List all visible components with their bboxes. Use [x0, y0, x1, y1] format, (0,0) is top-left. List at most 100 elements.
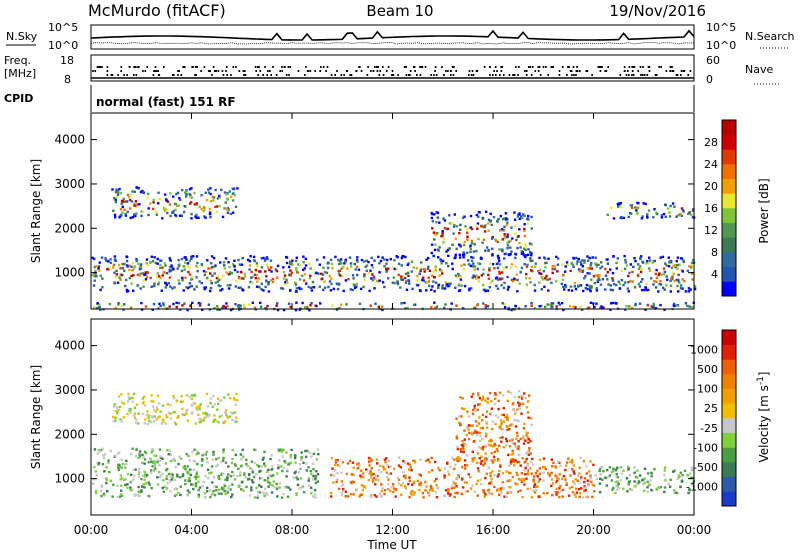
- heatmap-cell: [251, 468, 254, 472]
- heatmap-cell: [584, 488, 587, 492]
- heatmap-cell: [179, 476, 182, 479]
- heatmap-cell: [485, 432, 488, 436]
- heatmap-cell: [445, 250, 448, 253]
- heatmap-cell: [168, 479, 171, 482]
- heatmap-cell: [169, 269, 173, 272]
- heatmap-cell: [351, 461, 355, 464]
- heatmap-cell: [634, 302, 637, 306]
- freq-mark: [133, 74, 135, 76]
- heatmap-cell: [178, 214, 182, 217]
- heatmap-cell: [126, 473, 130, 476]
- heatmap-cell: [635, 209, 638, 212]
- heatmap-cell: [658, 282, 661, 286]
- heatmap-cell: [536, 475, 539, 478]
- heatmap-cell: [628, 271, 631, 275]
- heatmap-cell: [485, 415, 488, 418]
- heatmap-cell: [413, 480, 416, 483]
- heatmap-cell: [476, 434, 479, 437]
- heatmap-cell: [529, 281, 532, 284]
- heatmap-cell: [416, 279, 419, 282]
- heatmap-cell: [117, 302, 120, 305]
- heatmap-cell: [167, 453, 170, 456]
- heatmap-cell: [488, 440, 491, 443]
- heatmap-cell: [556, 491, 559, 494]
- heatmap-cell: [675, 215, 678, 218]
- heatmap-cell: [265, 263, 269, 266]
- heatmap-cell: [448, 214, 451, 217]
- heatmap-cell: [184, 256, 187, 259]
- heatmap-cell: [484, 304, 487, 307]
- heatmap-cell: [345, 472, 348, 476]
- heatmap-cell: [663, 466, 667, 469]
- heatmap-cell: [237, 306, 241, 309]
- freq-mark: [217, 70, 220, 72]
- heatmap-cell: [308, 309, 311, 312]
- heatmap-cell: [589, 290, 592, 293]
- freq-mark: [391, 70, 394, 72]
- heatmap-cell: [655, 268, 658, 272]
- freq-mark: [346, 70, 348, 72]
- heatmap-cell: [639, 474, 642, 477]
- freq-mark: [392, 74, 395, 76]
- heatmap-cell: [523, 479, 526, 482]
- heatmap-cell: [308, 262, 311, 265]
- heatmap-cell: [124, 466, 127, 469]
- freq-mark: [196, 66, 198, 68]
- freq-mark: [643, 74, 646, 76]
- heatmap-cell: [625, 305, 628, 308]
- heatmap-cell: [681, 278, 684, 281]
- heatmap-cell: [156, 272, 159, 275]
- heatmap-cell: [211, 458, 214, 461]
- heatmap-cell: [679, 284, 683, 287]
- heatmap-cell: [356, 260, 359, 263]
- heatmap-cell: [210, 282, 213, 285]
- heatmap-cell: [469, 475, 472, 479]
- heatmap-cell: [360, 258, 364, 262]
- heatmap-cell: [404, 255, 407, 259]
- heatmap-cell: [165, 477, 168, 481]
- freq-mark: [676, 74, 679, 76]
- heatmap-cell: [264, 464, 267, 468]
- heatmap-cell: [690, 266, 693, 269]
- heatmap-cell: [300, 451, 303, 454]
- heatmap-cell: [391, 482, 395, 486]
- freq-mark: [468, 70, 471, 72]
- heatmap-cell: [176, 475, 179, 478]
- heatmap-cell: [455, 436, 459, 440]
- heatmap-cell: [226, 284, 229, 287]
- heatmap-cell: [222, 456, 225, 460]
- heatmap-cell: [535, 488, 538, 492]
- heatmap-cell: [520, 397, 524, 400]
- heatmap-cell: [178, 196, 181, 200]
- heatmap-cell: [463, 438, 466, 441]
- heatmap-cell: [397, 262, 401, 266]
- heatmap-cell: [437, 283, 441, 287]
- heatmap-cell: [551, 482, 555, 485]
- heatmap-cell: [344, 495, 347, 498]
- heatmap-cell: [679, 287, 683, 290]
- heatmap-cell: [367, 460, 371, 464]
- freq-mark: [537, 70, 540, 72]
- heatmap-cell: [188, 396, 191, 399]
- heatmap-cell: [686, 304, 689, 308]
- heatmap-cell: [181, 276, 184, 280]
- heatmap-cell: [228, 484, 231, 488]
- heatmap-cell: [435, 221, 438, 224]
- freq-mark: [671, 70, 674, 72]
- heatmap-cell: [435, 477, 438, 481]
- freq-mark: [379, 70, 381, 72]
- heatmap-cell: [256, 273, 259, 277]
- heatmap-cell: [161, 418, 165, 421]
- heatmap-cell: [590, 278, 593, 281]
- heatmap-cell: [147, 207, 150, 210]
- heatmap-cell: [489, 444, 493, 447]
- heatmap-cell: [168, 258, 172, 261]
- heatmap-cell: [297, 263, 300, 266]
- heatmap-cell: [503, 233, 506, 236]
- heatmap-cell: [160, 289, 163, 292]
- heatmap-cell: [544, 467, 547, 471]
- heatmap-cell: [203, 452, 207, 455]
- heatmap-cell: [524, 466, 527, 470]
- freq-mark: [215, 70, 217, 72]
- heatmap-cell: [340, 494, 344, 497]
